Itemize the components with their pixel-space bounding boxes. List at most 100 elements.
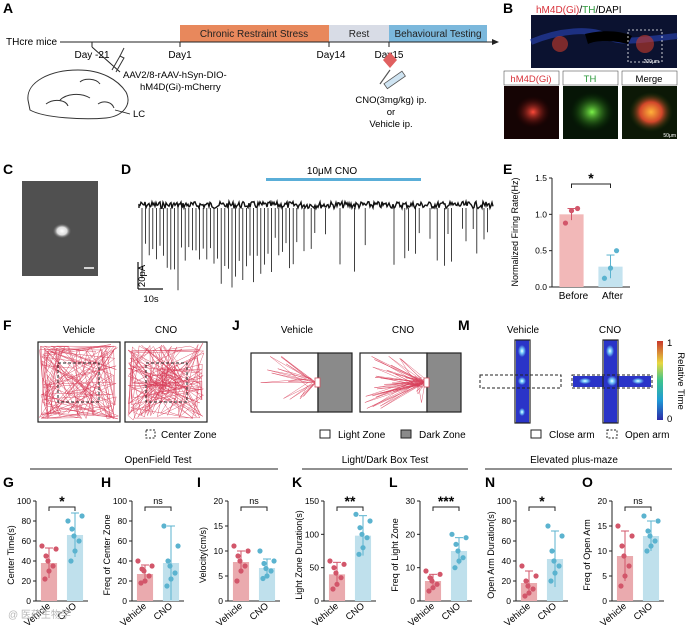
- bar-vehicle: [232, 562, 250, 601]
- f-vehicle-label: Vehicle: [63, 325, 96, 336]
- e-ylabel: Normalized Firing Rate(Hz): [510, 177, 520, 286]
- point-vehicle-0: [234, 578, 240, 584]
- point-vehicle-4: [331, 565, 337, 571]
- point-cno-4: [357, 525, 363, 531]
- point-vehicle-5: [629, 533, 635, 539]
- m-colorbar-min: 0: [667, 414, 672, 425]
- phase-stress-label: Chronic Restraint Stress: [200, 29, 308, 40]
- y-tick-label-1: 0.5: [535, 246, 547, 256]
- panel-m: M Vehicle CNO 1 0 Relative Time Close ar…: [458, 317, 685, 441]
- point-vehicle-4: [139, 566, 145, 572]
- point-after-2: [613, 248, 620, 254]
- point-cno-0: [68, 558, 74, 564]
- y-tick-label-3: 15: [214, 521, 224, 531]
- panel-letter-o: O: [582, 474, 593, 490]
- point-vehicle-1: [46, 568, 52, 574]
- y-tick-label-4: 20: [598, 496, 608, 506]
- point-vehicle-6: [135, 558, 141, 564]
- bar-panels: G H I K L N O Center Time(s)020406080100…: [3, 474, 664, 628]
- point-cno-6: [161, 523, 167, 529]
- point-cno-1: [456, 558, 462, 564]
- f-cno-label: CNO: [155, 325, 177, 336]
- m-legend-close-swatch: [530, 429, 542, 439]
- point-cno-5: [367, 518, 373, 524]
- ylabel-g: Center Time(s): [6, 525, 16, 585]
- point-cno-6: [641, 513, 647, 519]
- y-tick-label-2: 40: [118, 556, 128, 566]
- y-tick-label-2: 20: [406, 529, 416, 539]
- panel-letter-b: B: [503, 0, 513, 16]
- point-cno-2: [364, 535, 370, 541]
- significance-bracket: [624, 506, 652, 511]
- day-label-0: Day -21: [74, 50, 109, 61]
- point-vehicle-5: [245, 548, 251, 554]
- point-cno-5: [271, 558, 277, 564]
- point-cno-1: [648, 543, 654, 549]
- histology-label-red: hM4D(Gi): [510, 74, 551, 85]
- point-cno-6: [65, 518, 71, 524]
- significance-label: ns: [249, 496, 259, 506]
- point-cno-2: [460, 555, 466, 561]
- panel-letter-l: L: [389, 474, 398, 490]
- m-cno-open-arm: [571, 374, 653, 389]
- m-cno-label: CNO: [599, 325, 621, 336]
- y-tick-label-0: 0: [218, 596, 223, 606]
- m-vehicle-label: Vehicle: [507, 325, 540, 336]
- f-cno-track: [127, 342, 205, 421]
- point-cno-5: [79, 513, 85, 519]
- point-vehicle-6: [327, 558, 333, 564]
- significance-bracket: [528, 506, 556, 511]
- m-vehicle-closed-arm: [514, 339, 531, 424]
- y-tick-label-3: 1.5: [535, 173, 547, 183]
- group-ld-label: Light/Dark Box Test: [342, 455, 429, 466]
- point-vehicle-0: [426, 588, 432, 594]
- point-vehicle-1: [430, 585, 436, 591]
- e-chart: 0.0 0.5 1.0 1.5 Before After *: [535, 170, 630, 302]
- y-tick-label-0: 0: [410, 596, 415, 606]
- point-cno-3: [359, 531, 365, 537]
- point-cno-0: [644, 548, 650, 554]
- e-bars: 0.0 0.5 1.0 1.5 Before After *: [535, 170, 630, 302]
- panel-a: A THcre mice Chronic Restraint Stress Re…: [3, 0, 499, 130]
- point-cno-4: [453, 541, 459, 547]
- significance-label: *: [539, 493, 545, 509]
- point-cno-2: [268, 568, 274, 574]
- point-cno-2: [556, 563, 562, 569]
- ylabel-h: Freq of Center Zone: [102, 514, 112, 595]
- ephys-scale-y-label: 20pA: [137, 264, 148, 287]
- f-legend-label: Center Zone: [161, 430, 217, 441]
- panel-letter-a: A: [3, 0, 13, 16]
- point-cno-2: [652, 538, 658, 544]
- ylabel-i: Velocity(cm/s): [198, 527, 208, 583]
- panel-letter-i: I: [197, 474, 201, 490]
- y-tick-label-3: 60: [22, 536, 32, 546]
- bar-vehicle: [328, 574, 346, 601]
- phase-behav-label: Behavioural Testing: [394, 29, 481, 40]
- point-vehicle-0: [618, 583, 624, 589]
- syringe-icon: [379, 52, 406, 90]
- ylabel-k: Light Zone Duration(s): [294, 510, 304, 600]
- ephys-trace: [138, 198, 494, 291]
- y-tick-label-2: 40: [502, 556, 512, 566]
- point-cno-5: [655, 518, 661, 524]
- m-legend-open: Open arm: [625, 430, 669, 441]
- point-vehicle-2: [626, 563, 632, 569]
- bar-vehicle: [40, 563, 58, 601]
- significance-bracket: [144, 506, 172, 511]
- y-tick-label-1: 10: [406, 563, 416, 573]
- point-cno-3: [71, 533, 77, 539]
- point-cno-3: [551, 558, 557, 564]
- significance-label: **: [345, 493, 356, 509]
- drug-line-2: or: [387, 107, 395, 118]
- point-cno-4: [549, 548, 555, 554]
- y-tick-label-1: 5: [218, 571, 223, 581]
- day-label-1: Day1: [168, 50, 192, 61]
- f-vehicle-center-zone: [57, 362, 100, 403]
- point-cno-3: [455, 548, 461, 554]
- point-cno-4: [69, 526, 75, 532]
